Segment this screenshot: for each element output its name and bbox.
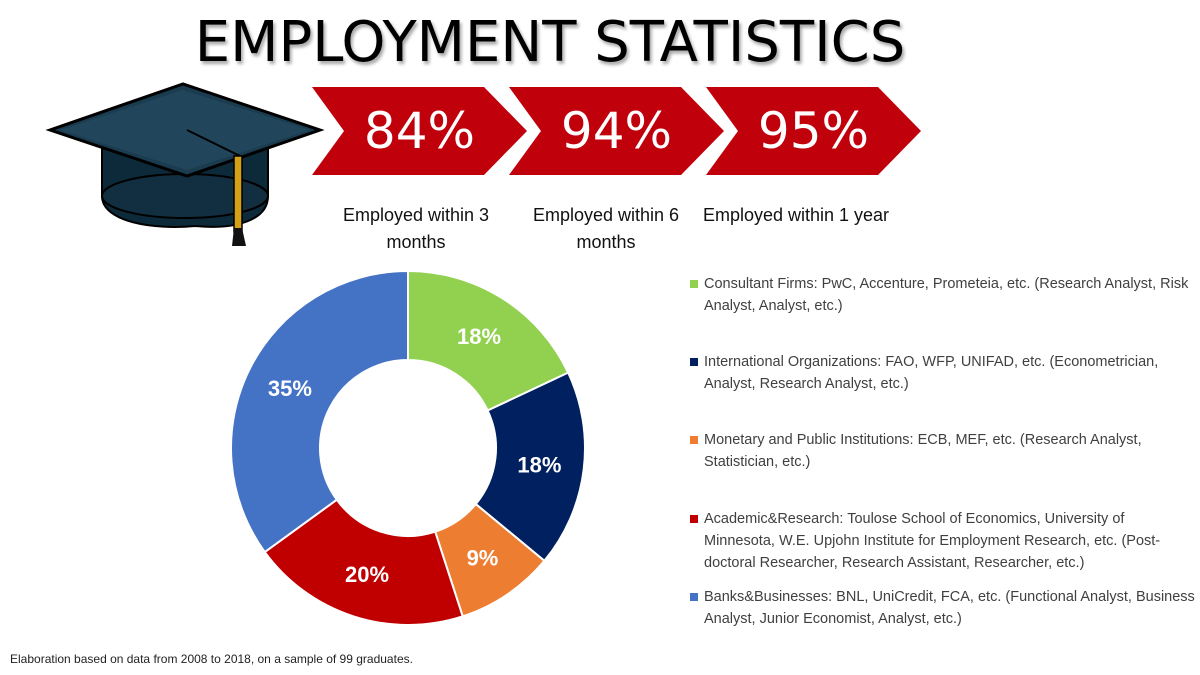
legend-label: Consultant Firms: PwC, Accenture, Promet… bbox=[704, 276, 1189, 314]
legend-swatch bbox=[690, 358, 698, 366]
donut-slice-label: 9% bbox=[467, 546, 499, 571]
stat-value: 94% bbox=[560, 102, 673, 160]
donut-slice-label: 18% bbox=[517, 453, 561, 478]
legend-swatch bbox=[690, 515, 698, 523]
donut-slice bbox=[474, 371, 586, 563]
stat-arrow-3-months: 84% bbox=[312, 87, 527, 175]
legend-item: Academic&Research: Toulose School of Eco… bbox=[690, 508, 1195, 574]
legend-label: Banks&Businesses: BNL, UniCredit, FCA, e… bbox=[704, 589, 1195, 627]
legend-label: Monetary and Public Institutions: ECB, M… bbox=[704, 432, 1142, 470]
stat-value: 84% bbox=[363, 102, 476, 160]
legend-item: Banks&Businesses: BNL, UniCredit, FCA, e… bbox=[690, 586, 1195, 630]
donut-slice-label: 18% bbox=[457, 324, 501, 349]
stat-arrow-1-year: 95% bbox=[706, 87, 921, 175]
stat-caption: Employed within 3 months bbox=[342, 205, 490, 252]
legend-item: International Organizations: FAO, WFP, U… bbox=[690, 351, 1195, 395]
stat-caption: Employed within 6 months bbox=[532, 205, 680, 252]
legend-item: Consultant Firms: PwC, Accenture, Promet… bbox=[690, 273, 1195, 317]
donut-slice bbox=[230, 269, 409, 554]
legend-swatch bbox=[690, 593, 698, 601]
legend-swatch bbox=[690, 436, 698, 444]
donut-slice bbox=[407, 269, 570, 412]
donut-chart: 18% 18% 9% 20% 35% bbox=[228, 268, 588, 628]
legend-swatch bbox=[690, 280, 698, 288]
stat-arrow-6-months: 94% bbox=[509, 87, 724, 175]
stat-value: 95% bbox=[757, 102, 870, 160]
footnote: Elaboration based on data from 2008 to 2… bbox=[10, 652, 413, 666]
stat-caption: Employed within 1 year bbox=[702, 205, 890, 225]
legend-label: International Organizations: FAO, WFP, U… bbox=[704, 354, 1159, 392]
donut-chart-svg: 18% 18% 9% 20% 35% bbox=[230, 269, 586, 626]
page-title: EMPLOYMENT STATISTICS bbox=[194, 10, 906, 75]
legend-label: Academic&Research: Toulose School of Eco… bbox=[704, 511, 1161, 571]
donut-slice bbox=[263, 498, 464, 626]
legend-item: Monetary and Public Institutions: ECB, M… bbox=[690, 429, 1195, 473]
donut-slice-label: 20% bbox=[345, 562, 389, 587]
graduation-cap-icon bbox=[40, 78, 330, 248]
donut-slice-label: 35% bbox=[268, 376, 312, 401]
